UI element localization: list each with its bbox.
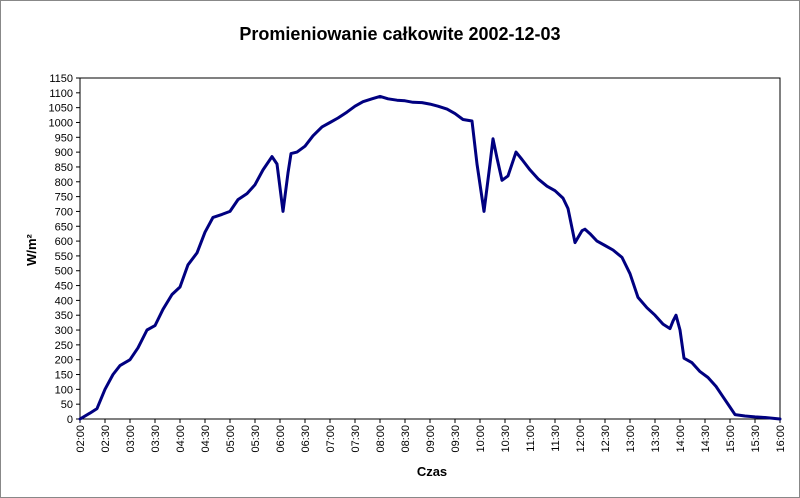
x-tick-label: 13:00 [625,425,637,453]
x-axis-label: Czas [417,464,447,479]
x-tick-label: 13:30 [650,425,662,453]
data-line [78,94,782,421]
x-tick-label: 12:30 [600,425,612,453]
x-tick-label: 15:30 [750,425,762,453]
y-tick-label: 250 [55,340,73,352]
x-tick-label: 14:30 [700,425,712,453]
x-tick-label: 03:30 [150,425,162,453]
y-tick-label: 50 [61,399,73,411]
x-tick-label: 09:30 [450,425,462,453]
x-tick-label: 08:00 [375,425,387,453]
x-tick-label: 04:00 [175,425,187,453]
plot-area [79,77,781,420]
x-tick-label: 07:30 [350,425,362,453]
x-tick-label: 02:30 [100,425,112,453]
x-tick-label: 11:00 [525,425,537,452]
y-tick-label: 1100 [49,88,73,100]
x-tick-label: 04:30 [200,425,212,453]
y-tick-label: 750 [55,192,73,204]
y-tick-label: 400 [55,295,73,307]
x-tick-label: 03:00 [125,425,137,453]
x-tick-label: 06:30 [300,425,312,453]
y-tick-label: 1150 [49,73,73,85]
y-tick-label: 850 [55,162,73,174]
x-tick-label: 15:00 [725,425,737,453]
x-tick-label: 06:00 [275,425,287,453]
y-tick-label: 0 [67,414,73,426]
y-tick-label: 450 [55,281,73,293]
y-tick-label: 800 [55,177,73,189]
x-tick-label: 16:00 [775,425,787,453]
y-tick-label: 200 [55,355,73,367]
y-tick-label: 900 [55,147,73,159]
x-tick-label: 14:00 [675,425,687,453]
y-tick-label: 100 [55,384,73,396]
x-tick-label: 11:30 [550,425,562,452]
y-tick-label: 300 [55,325,73,337]
y-tick-label: 150 [55,370,73,382]
x-tick-label: 12:00 [575,425,587,453]
x-tick-label: 02:00 [75,425,87,453]
y-tick-label: 500 [55,266,73,278]
y-tick-label: 350 [55,310,73,322]
y-axis-label: W/m² [24,233,39,265]
x-tick-label: 05:30 [250,425,262,453]
x-tick-label: 05:00 [225,425,237,453]
chart-title: Promieniowanie całkowite 2002-12-03 [239,24,560,44]
y-tick-label: 700 [55,206,73,218]
x-tick-label: 10:30 [500,425,512,453]
y-tick-label: 950 [55,132,73,144]
y-tick-label: 1050 [49,103,73,115]
x-tick-label: 10:00 [475,425,487,453]
y-tick-label: 550 [55,251,73,263]
x-tick-label: 07:00 [325,425,337,453]
y-tick-label: 600 [55,236,73,248]
y-tick-label: 1000 [49,117,73,129]
y-tick-label: 650 [55,221,73,233]
x-tick-label: 09:00 [425,425,437,453]
x-tick-label: 08:30 [400,425,412,453]
